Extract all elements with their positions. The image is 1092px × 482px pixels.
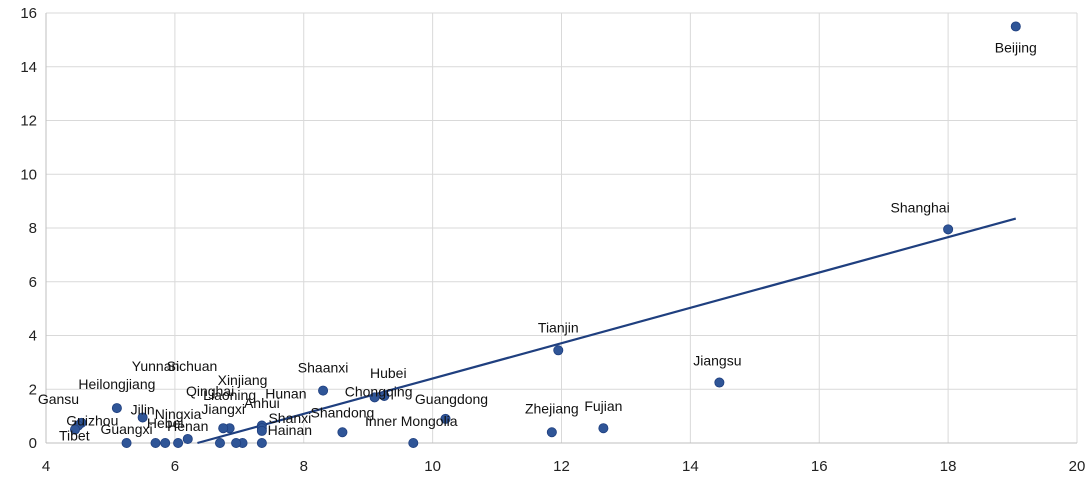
data-point — [173, 437, 184, 448]
data-point — [553, 345, 564, 356]
data-point-label: Tianjin — [538, 319, 579, 335]
x-tick-label: 18 — [940, 458, 957, 475]
data-point-label: Guizhou — [66, 413, 118, 429]
data-point — [160, 437, 171, 448]
y-tick-label: 12 — [20, 113, 37, 130]
data-point — [943, 224, 954, 235]
y-tick-label: 8 — [29, 220, 37, 237]
y-tick-label: 14 — [20, 59, 37, 76]
data-point-label: Zhejiang — [525, 400, 579, 416]
data-point-label: Hubei — [370, 365, 407, 381]
data-point — [1010, 21, 1021, 32]
data-point-label: Inner Mongolia — [365, 413, 458, 429]
trendline — [197, 217, 1017, 445]
data-point-label: Jiangsu — [693, 353, 741, 369]
data-point — [598, 423, 609, 434]
x-tick-label: 14 — [682, 458, 699, 475]
data-point-label: Shaanxi — [298, 360, 349, 376]
x-tick-label: 8 — [300, 458, 308, 475]
data-point — [182, 433, 193, 444]
data-point — [137, 412, 148, 423]
data-point — [440, 413, 451, 424]
data-point — [379, 390, 390, 401]
data-point-label: Heilongjiang — [78, 376, 155, 392]
data-point-label: Guangxi — [100, 421, 152, 437]
data-point-label: Fujian — [584, 398, 622, 414]
y-tick-label: 2 — [29, 381, 37, 398]
data-point-label: Gansu — [38, 391, 79, 407]
data-point — [111, 403, 122, 414]
x-tick-label: 10 — [424, 458, 441, 475]
data-point-label: Shanxi — [268, 410, 311, 426]
data-point-label: Tibet — [59, 428, 90, 444]
y-tick-label: 0 — [29, 435, 37, 452]
data-point-label: Jilin — [131, 401, 155, 417]
data-point — [714, 377, 725, 388]
y-tick-label: 6 — [29, 274, 37, 291]
x-tick-label: 4 — [42, 458, 50, 475]
y-tick-label: 10 — [20, 166, 37, 183]
data-point — [546, 427, 557, 438]
data-point-label: Anhui — [244, 395, 280, 411]
data-point — [218, 423, 229, 434]
y-tick-label: 16 — [20, 5, 37, 22]
x-tick-label: 12 — [553, 458, 570, 475]
data-point-label: Chongqing — [345, 383, 413, 399]
y-tick-label: 4 — [29, 328, 37, 345]
x-tick-label: 16 — [811, 458, 828, 475]
data-point-label: Xinjiang — [218, 372, 268, 388]
data-point — [214, 437, 225, 448]
data-point-label: Sichuan — [167, 358, 218, 374]
data-point — [256, 437, 267, 448]
data-point-label: Yunnan — [132, 358, 180, 374]
data-point — [121, 437, 132, 448]
data-point-label: Shanghai — [891, 199, 950, 215]
data-point — [256, 425, 267, 436]
point-layer — [69, 21, 1021, 448]
data-point — [369, 392, 380, 403]
x-tick-label: 6 — [171, 458, 179, 475]
label-layer: Beijing Shanghai Jiangsu Tianjin Fujian Zheji… — [38, 39, 1037, 443]
data-point-label: Henan — [167, 418, 208, 434]
data-point — [231, 437, 242, 448]
data-point-label: Qinghai — [186, 383, 234, 399]
data-point-label: Hunan — [265, 386, 306, 402]
data-point — [408, 437, 419, 448]
data-point-label: Jiangxi — [201, 401, 245, 417]
data-point — [318, 385, 329, 396]
data-point-label: Hainan — [268, 422, 312, 438]
data-point-label: Guangdong — [415, 391, 488, 407]
x-tick-label: 20 — [1069, 458, 1086, 475]
data-point-label: Beijing — [995, 39, 1037, 55]
data-point-label: Ningxia — [155, 406, 202, 422]
data-point-label: Hebei — [147, 415, 184, 431]
trend-layer — [197, 217, 1017, 445]
data-point — [69, 424, 80, 435]
data-point-label: Shandong — [310, 404, 374, 420]
data-point-label: Liaoning — [203, 387, 256, 403]
data-point — [337, 427, 348, 438]
data-point — [150, 437, 161, 448]
grid-layer — [46, 12, 1078, 443]
